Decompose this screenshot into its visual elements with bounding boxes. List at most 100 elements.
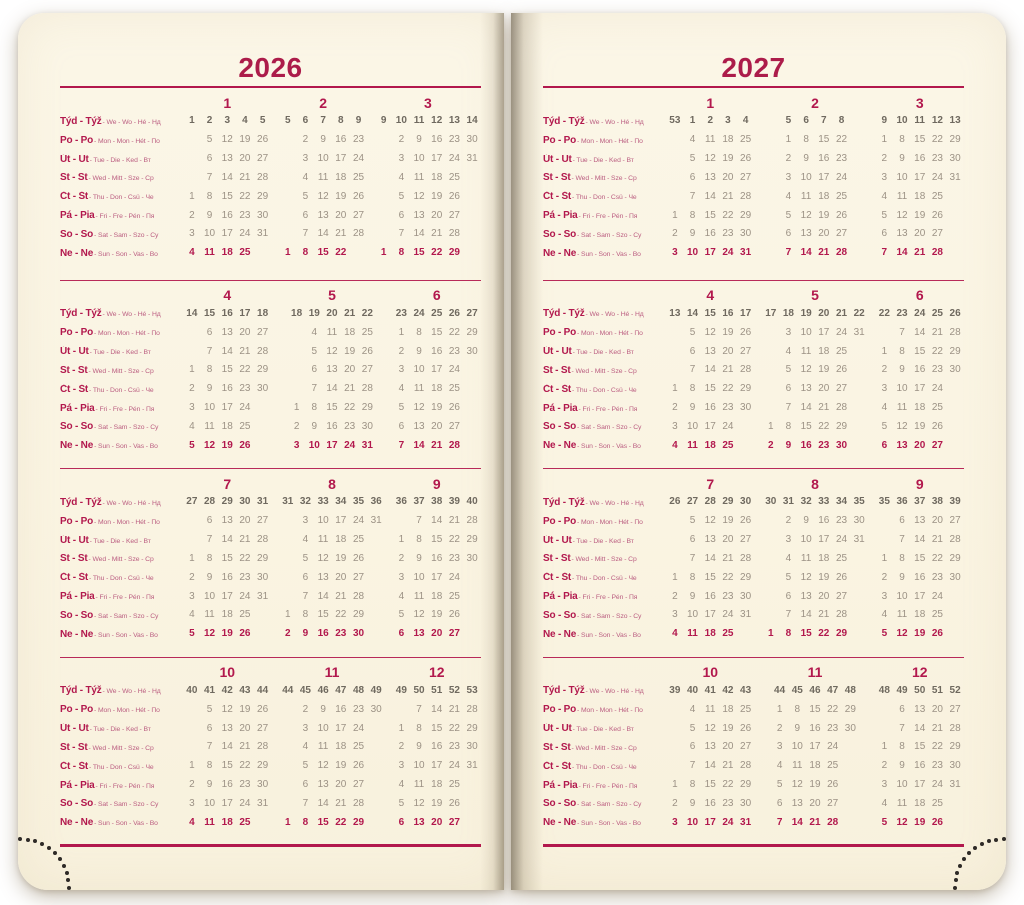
week-number-cell: 19 [800,307,812,319]
day-cell: 18 [431,171,443,183]
week-number-cell: 32 [299,496,311,508]
day-cell [288,347,306,357]
weekday-abbr: Pá - Pia [60,779,95,791]
week-number-cell: 7 [320,115,326,127]
month-column-group: 6 13 20 27 [876,703,965,715]
week-number-cell: 50 [413,684,425,696]
month-column-group: 4 11 18 25 [279,742,385,752]
day-cell: 16 [704,402,716,414]
day-cell: 31 [257,590,269,602]
months-grid: 2 9 16 23 30 7 14 21 28 4 11 18 25 [183,384,481,394]
day-cell [666,761,684,771]
day-cell: 21 [448,515,460,527]
row-label: Ne - Ne - Sun - Son - Vas - Во [543,248,666,259]
day-cell: 9 [689,590,696,602]
weekday-translations: - Sat - Sam - Szo - Су [577,612,642,620]
weekday-row: So - So - Sat - Sam - Szo - Су 3 10 17 24 31 7… [60,795,481,814]
day-cell: 11 [204,247,215,259]
day-cell: 17 [704,816,716,828]
weekday-translations: - Thu - Don - Csü - Че [89,194,154,202]
day-cell: 20 [931,703,943,715]
day-cell: 3 [293,439,300,451]
page-2027: 2027 1 2 3 Týd - Týž - We - Wo - Hé - Нд 53 1 2… [511,13,1006,890]
day-cell: 28 [835,402,848,414]
day-cell [946,610,964,620]
day-cell: 20 [431,628,443,640]
weekday-abbr: Týd - Týž [60,308,102,320]
page-content: 2026 1 2 3 Týd - Týž - We - Wo - Hé - Нд 1 2 3 4… [18,13,504,890]
day-cell: 10 [413,760,425,772]
week-number-cell: 37 [914,496,926,508]
day-cell: 13 [221,153,233,165]
weekday-translations: - We - Wo - Hé - Нд [585,499,644,507]
month-column-group: 22 23 24 25 26 [876,308,965,319]
day-cell: 19 [239,134,251,146]
month-column-group: 7 14 21 28 [875,248,964,258]
month-column-group: 7 14 21 28 [666,191,755,202]
day-cell: 21 [931,326,943,338]
months-grid: 1 8 15 22 29 5 12 19 26 3 10 17 24 31 [183,761,481,771]
day-cell: 14 [221,741,233,753]
week-number-cell: 42 [221,684,233,696]
week-number-cell: 11 [914,115,925,127]
day-cell: 11 [413,590,425,602]
day-cell: 30 [740,228,752,240]
day-cell [666,742,684,752]
day-cell: 9 [320,134,326,146]
day-cell: 22 [448,534,460,546]
day-cell: 20 [914,228,926,240]
month-column-group: 3 10 17 24 31 [666,248,755,258]
weekday-row: Pá - Pia - Fri - Fre - Pén - Пя 2 9 16 23 30 7… [543,399,964,418]
day-cell: 25 [239,247,251,259]
day-cell: 13 [221,722,233,734]
day-cell: 1 [284,816,291,828]
day-cell: 23 [722,402,734,414]
month-number: 10 [702,664,719,680]
day-cell: 6 [689,741,696,753]
row-label: Út - Ut - Tue - Die - Ked - Вт [543,154,666,165]
week-number-cell: 52 [448,684,460,696]
month-column-group: 6 13 20 27 [762,591,868,602]
day-cell: 15 [431,326,443,338]
day-cell: 20 [335,209,347,221]
day-cell: 4 [785,190,792,202]
day-cell: 14 [914,722,926,734]
day-cell: 26 [835,571,848,583]
day-cell: 11 [326,326,338,338]
months-grid: 6 13 20 27 4 11 18 25 1 8 15 22 29 [666,346,964,357]
day-cell: 12 [896,628,908,640]
row-label: St - St - Wed - Mitt - Sze - Ср [543,553,666,564]
day-cell: 15 [704,779,716,791]
day-cell: 13 [413,209,425,221]
month-column-group: 44 45 46 47 48 49 [279,685,385,696]
week-number-cell: 53 [466,684,478,696]
month-column-group: 2 9 16 23 30 [762,440,868,451]
week-number-cell: 17 [765,307,777,319]
day-cell: 29 [740,383,752,395]
month-number: 2 [319,94,328,111]
day-cell: 24 [344,439,356,451]
weekday-row: So - So - Sat - Sam - Szo - Су 4 11 18 25 1 8 1… [60,606,481,625]
day-cell: 16 [221,209,233,221]
month-column-group: 1 8 15 22 29 [183,191,272,202]
month-column-group: 44 45 46 47 48 [771,685,860,696]
week-number-cell: 21 [344,307,356,319]
row-label: So - So - Sat - Sam - Szo - Су [543,798,666,809]
row-label: Ne - Ne - Sun - Son - Vas - Во [60,629,183,640]
weekday-row: Pá - Pia - Fri - Fre - Pén - Пя 3 10 17 24 31… [60,587,481,606]
month-column-group: 13 14 15 16 17 [666,308,755,319]
weekday-abbr: Po - Po [543,704,577,716]
day-cell: 9 [416,345,422,357]
day-cell [946,248,964,258]
weekday-abbr: Po - Po [60,327,94,339]
row-label: Týd - Týž - We - Wo - Hé - Нд [543,116,666,127]
day-cell: 8 [416,722,422,734]
months-grid: 2 9 16 23 30 7 14 21 28 4 11 18 25 [666,403,964,413]
month-column-group: 7 14 21 28 [183,172,272,183]
weekday-abbr: Út - Ut [543,153,572,165]
day-cell [288,365,306,375]
day-cell: 8 [416,534,422,546]
day-cell [463,192,481,202]
weekday-abbr: So - So [60,798,94,810]
months-grid: 4 11 18 25 1 8 15 22 29 6 13 20 27 [666,703,965,715]
